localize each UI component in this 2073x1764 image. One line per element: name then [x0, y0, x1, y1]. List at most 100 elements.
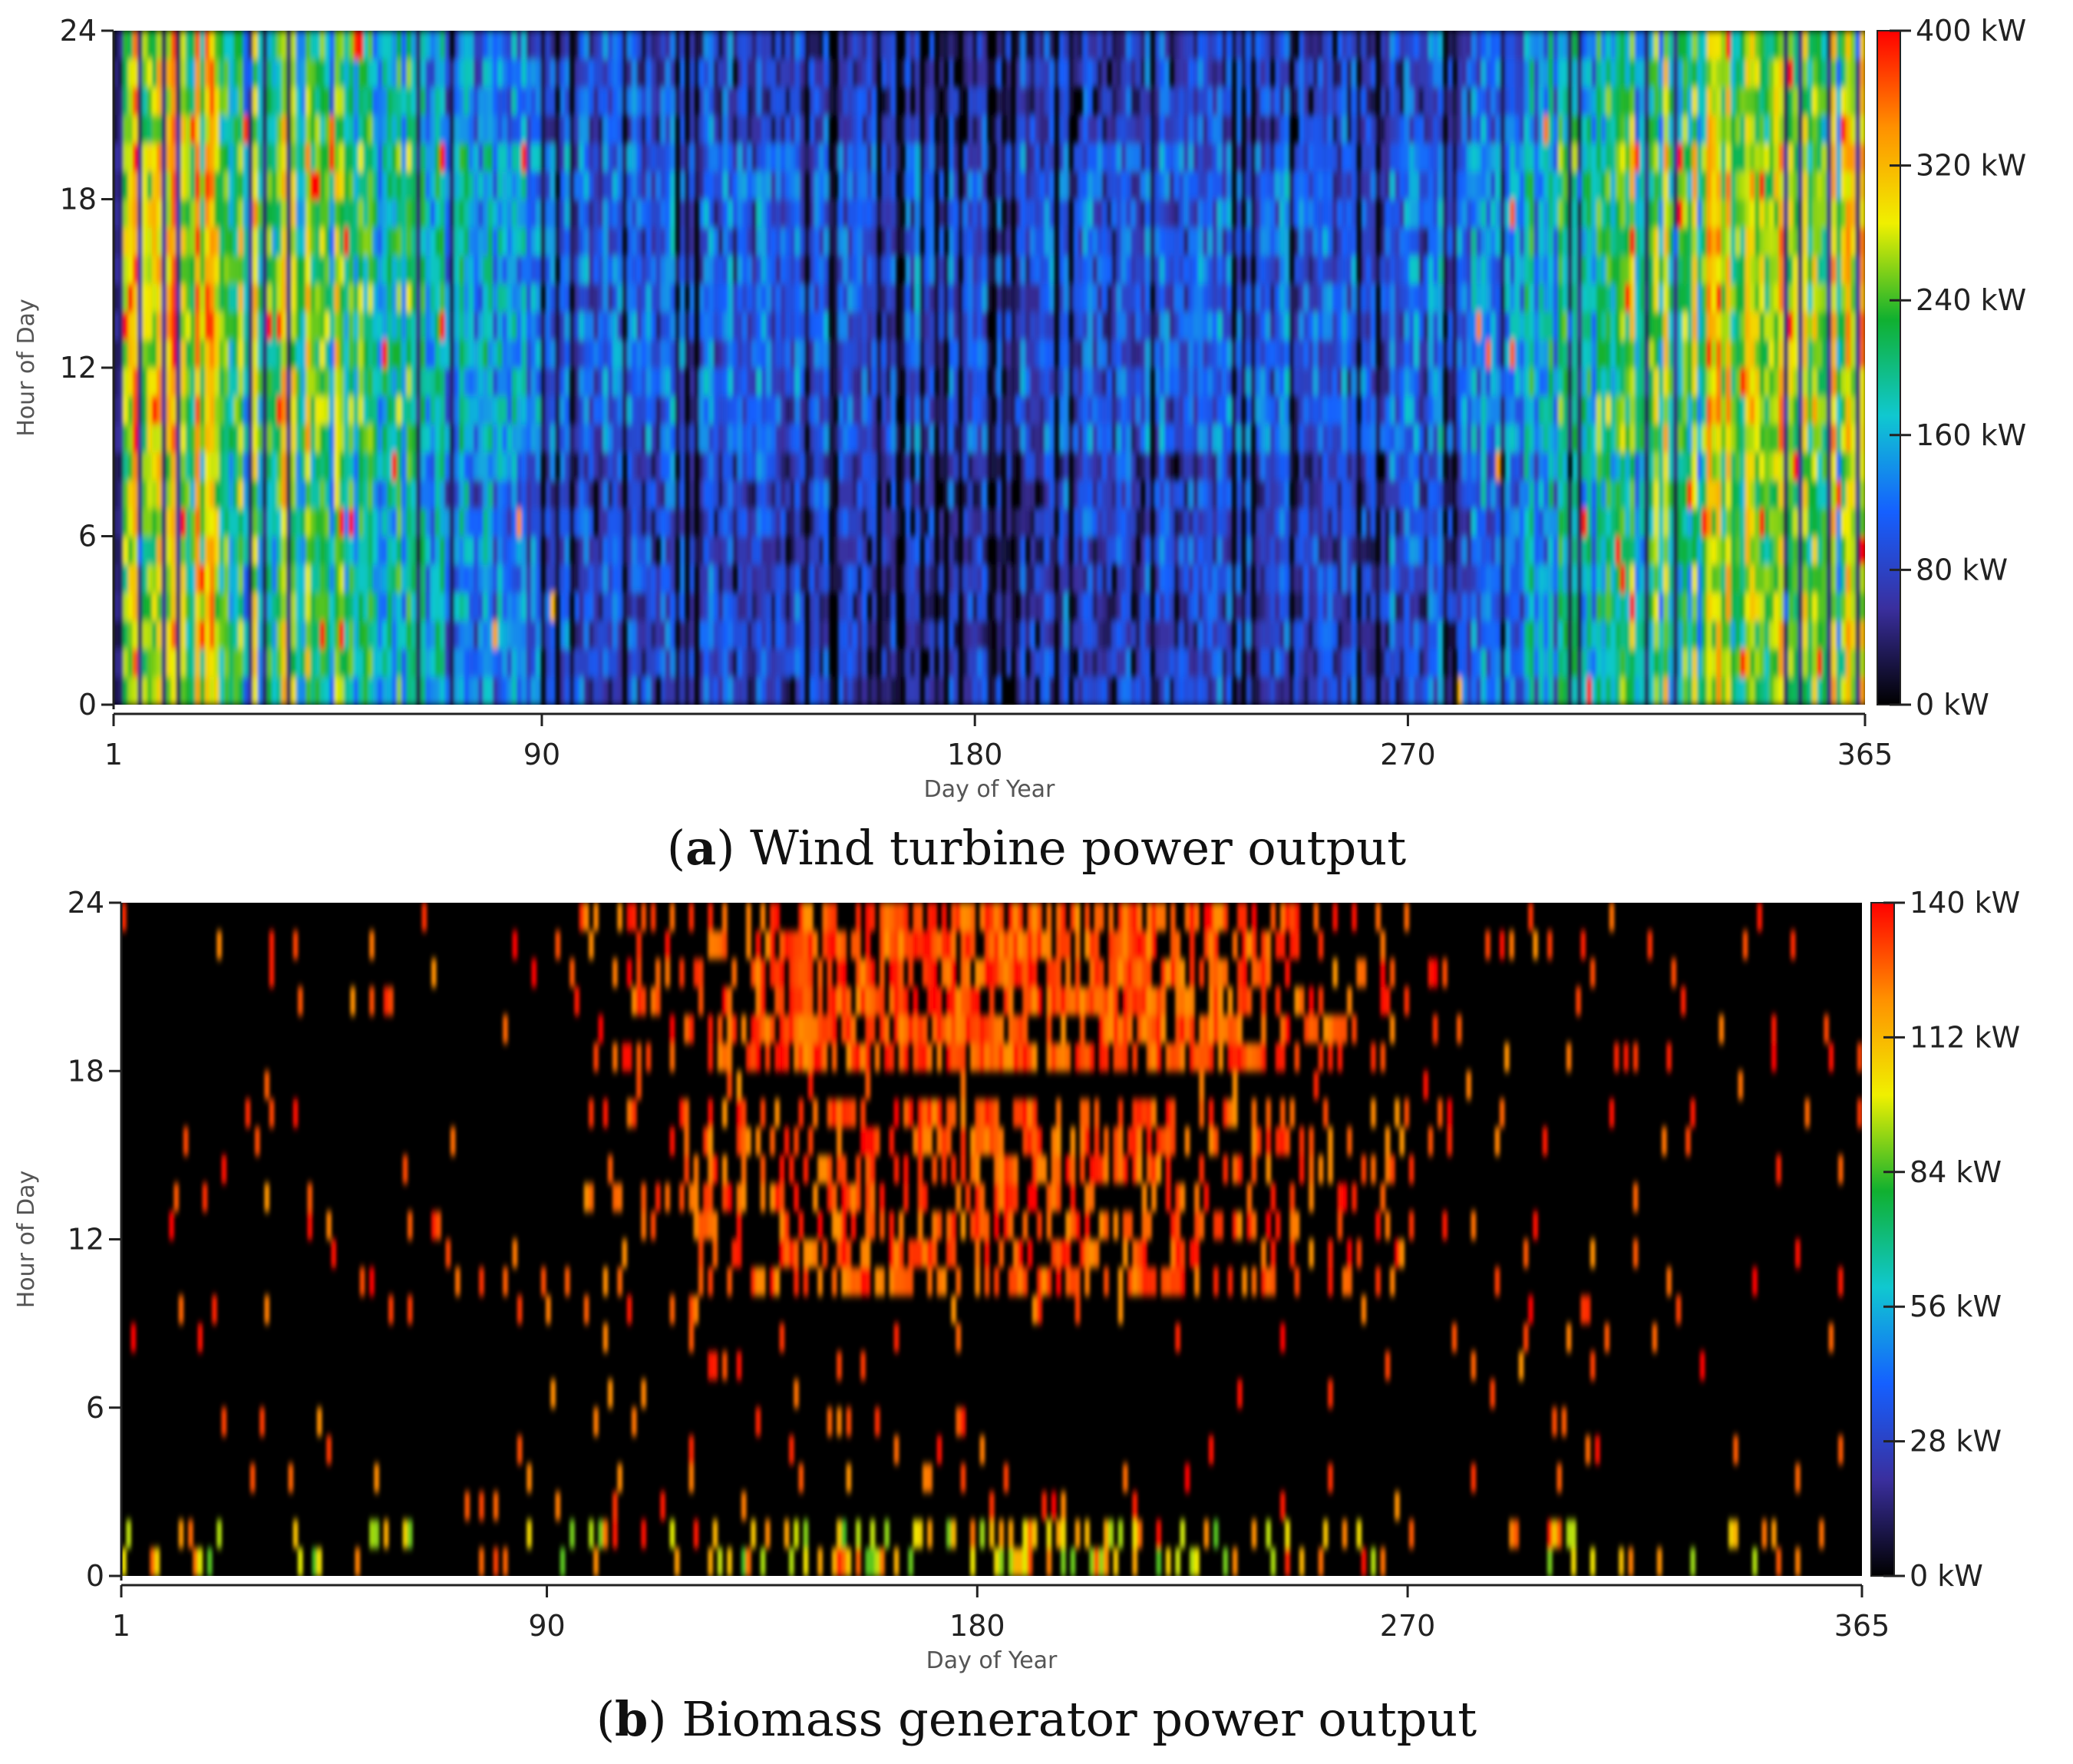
heatmap-cell — [348, 339, 355, 368]
heatmap-cell — [857, 114, 863, 144]
heatmap-cell — [781, 536, 786, 565]
heatmap-cell — [756, 170, 762, 200]
heatmap-cell — [536, 339, 542, 368]
heatmap-cell — [492, 592, 498, 621]
heatmap-cell — [118, 480, 124, 509]
heatmap-cell — [401, 87, 407, 116]
heatmap-cell — [679, 648, 685, 678]
heatmap-cell — [617, 620, 623, 649]
heatmap-cell — [636, 676, 642, 705]
heatmap-cell — [670, 339, 676, 368]
heatmap-cell — [248, 676, 253, 705]
heatmap-cell — [564, 507, 570, 537]
heatmap-cell — [670, 395, 676, 424]
heatmap-cell — [564, 620, 570, 649]
heatmap-cell — [517, 564, 523, 593]
heatmap-cell — [852, 368, 858, 397]
heatmap-cell — [185, 31, 191, 60]
heatmap-cell — [166, 311, 172, 341]
heatmap-cell — [295, 199, 302, 228]
heatmap-cell — [626, 368, 632, 397]
heatmap-cell — [295, 395, 302, 424]
heatmap-cell — [819, 648, 824, 678]
heatmap-cell — [329, 311, 335, 341]
heatmap-cell — [915, 114, 920, 144]
heatmap-cell — [319, 620, 325, 649]
heatmap-cell — [133, 227, 138, 256]
heatmap-cell — [300, 620, 306, 649]
heatmap-cell — [1097, 368, 1103, 397]
heatmap-cell — [732, 255, 738, 284]
heatmap-cell — [967, 143, 973, 172]
heatmap-cell — [1078, 620, 1084, 649]
heatmap-cell — [176, 31, 182, 60]
heatmap-cell — [756, 311, 762, 341]
heatmap-cell — [698, 451, 705, 481]
heatmap-cell — [430, 31, 436, 60]
heatmap-cell — [814, 676, 820, 705]
heatmap-cell — [694, 424, 700, 453]
heatmap-cell — [204, 311, 210, 341]
heatmap-cell — [602, 564, 609, 593]
heatmap-cell — [459, 507, 464, 537]
heatmap-cell — [1126, 536, 1132, 565]
heatmap-cell — [737, 339, 743, 368]
heatmap-cell — [766, 283, 772, 312]
heatmap-cell — [1101, 676, 1107, 705]
heatmap-cell — [291, 227, 297, 256]
heatmap-cell — [401, 283, 407, 312]
heatmap-cell — [329, 368, 335, 397]
heatmap-cell — [319, 507, 325, 537]
heatmap-cell — [684, 339, 690, 368]
heatmap-cell — [387, 227, 393, 256]
heatmap-cell — [1131, 676, 1137, 705]
heatmap-cell — [781, 676, 786, 705]
heatmap-cell — [852, 339, 858, 368]
heatmap-cell — [507, 339, 513, 368]
heatmap-cell — [425, 31, 431, 60]
heatmap-cell — [732, 676, 738, 705]
heatmap-cell — [305, 424, 311, 453]
heatmap-cell — [536, 424, 542, 453]
heatmap-cell — [896, 143, 901, 172]
heatmap-cell — [200, 199, 206, 228]
heatmap-cell — [267, 676, 272, 705]
heatmap-cell — [1035, 368, 1041, 397]
heatmap-cell — [833, 507, 839, 537]
heatmap-cell — [210, 564, 215, 593]
heatmap-cell — [526, 199, 532, 228]
heatmap-cell — [478, 114, 484, 144]
heatmap-cell — [641, 31, 647, 60]
heatmap-cell — [195, 31, 201, 60]
heatmap-cell — [1020, 255, 1026, 284]
heatmap-cell — [814, 395, 820, 424]
heatmap-cell — [291, 676, 297, 705]
heatmap-cell — [127, 227, 134, 256]
heatmap-cell — [867, 143, 873, 172]
heatmap-cell — [526, 676, 532, 705]
heatmap-cell — [377, 31, 383, 60]
heatmap-cell — [986, 255, 992, 284]
heatmap-cell — [377, 87, 383, 116]
heatmap-cell — [737, 311, 743, 341]
heatmap-cell — [896, 227, 901, 256]
heatmap-cell — [1107, 339, 1113, 368]
heatmap-cell — [300, 114, 306, 144]
heatmap-cell — [655, 451, 662, 481]
heatmap-cell — [387, 480, 393, 509]
heatmap-cell — [123, 227, 129, 256]
heatmap-cell — [530, 283, 536, 312]
heatmap-cell — [790, 114, 796, 144]
heatmap-cell — [1092, 620, 1098, 649]
heatmap-cell — [262, 114, 268, 144]
heatmap-cell — [391, 648, 398, 678]
heatmap-cell — [157, 648, 163, 678]
heatmap-cell — [507, 87, 513, 116]
heatmap-cell — [483, 114, 489, 144]
heatmap-cell — [123, 564, 129, 593]
heatmap-cell — [425, 564, 431, 593]
heatmap-cell — [632, 227, 638, 256]
heatmap-cell — [1044, 255, 1050, 284]
heatmap-cell — [348, 480, 355, 509]
heatmap-cell — [574, 339, 580, 368]
